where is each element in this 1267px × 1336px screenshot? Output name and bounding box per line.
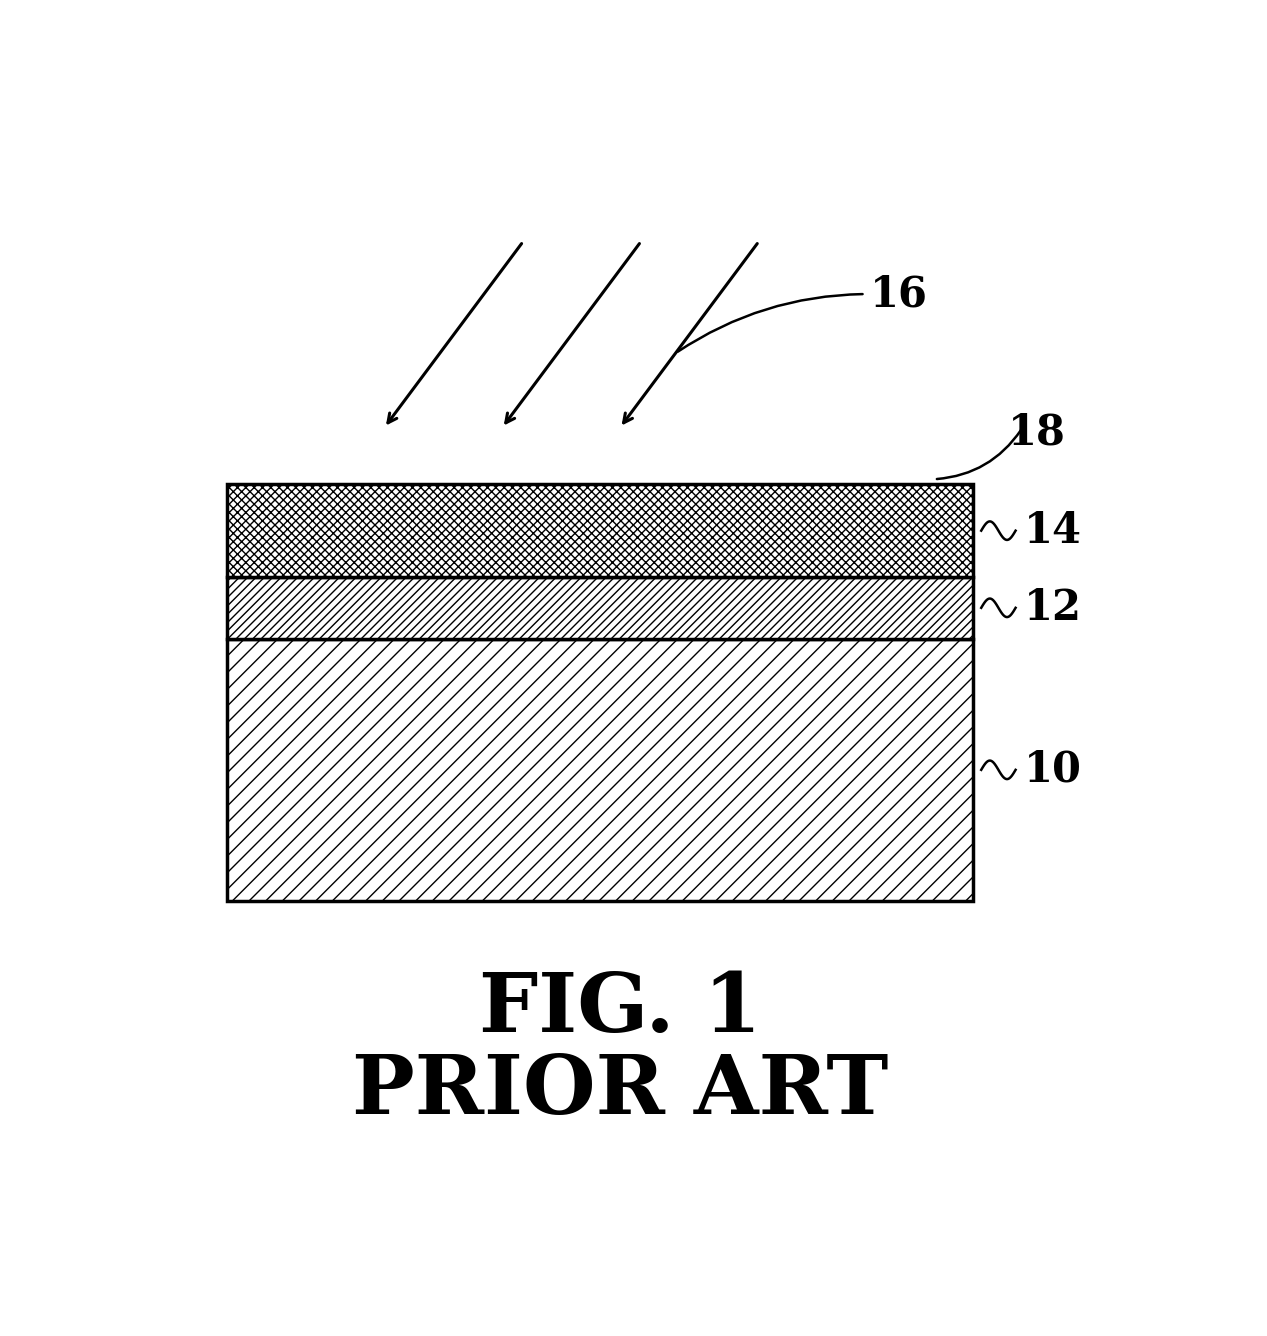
Text: PRIOR ART: PRIOR ART (352, 1051, 888, 1132)
Bar (227, 577, 973, 639)
Text: 16: 16 (870, 273, 929, 315)
Bar (227, 639, 973, 900)
Text: 18: 18 (1007, 411, 1066, 454)
Text: FIG. 1: FIG. 1 (479, 969, 761, 1049)
Text: 14: 14 (1024, 509, 1082, 552)
Bar (227, 485, 973, 577)
Text: 10: 10 (1024, 749, 1082, 791)
Text: 12: 12 (1024, 587, 1082, 629)
